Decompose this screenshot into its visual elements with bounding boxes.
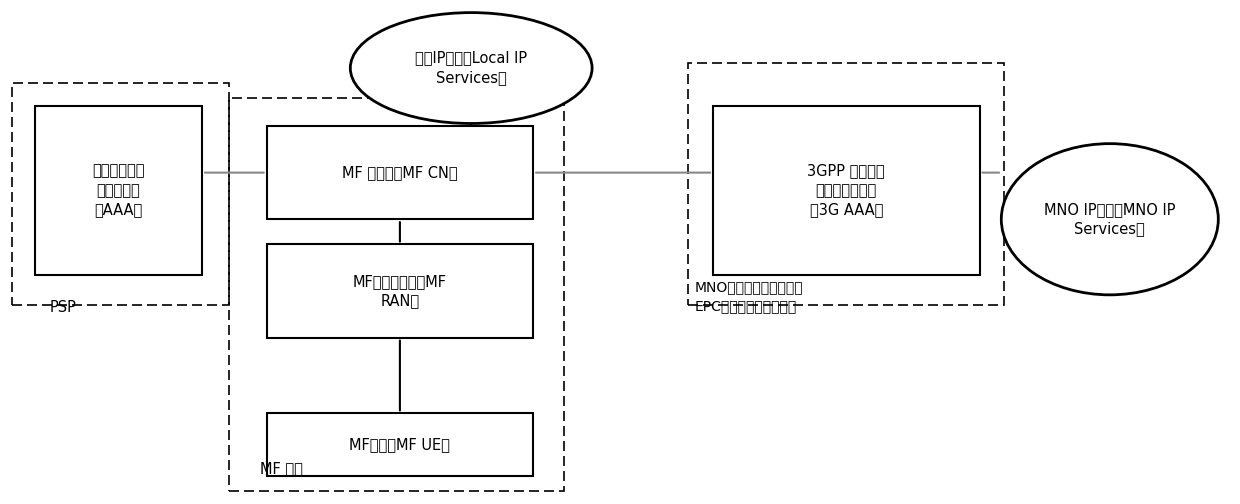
Ellipse shape: [350, 13, 593, 123]
Text: 本地IP服务（Local IP
Services）: 本地IP服务（Local IP Services）: [415, 50, 527, 86]
Text: MF 核心网（MF CN）: MF 核心网（MF CN）: [342, 165, 458, 180]
Text: MF终端（MF UE）: MF终端（MF UE）: [350, 437, 450, 452]
Text: MNO（基础移动运营商）
EPC（演进分组核心网）: MNO（基础移动运营商） EPC（演进分组核心网）: [694, 280, 804, 313]
Bar: [688, 63, 1004, 305]
Bar: [267, 126, 533, 219]
Text: MF 网络: MF 网络: [260, 461, 304, 476]
Text: MNO IP服务（MNO IP
Services）: MNO IP服务（MNO IP Services）: [1044, 202, 1176, 237]
Bar: [267, 244, 533, 338]
Text: PSP: PSP: [50, 300, 77, 315]
Text: 3GPP 鉴别、授
权、计费服务器
（3G AAA）: 3GPP 鉴别、授 权、计费服务器 （3G AAA）: [807, 163, 885, 218]
Bar: [267, 413, 533, 476]
Bar: [12, 83, 229, 305]
Text: 鉴别、授权、
计费服务器
（AAA）: 鉴别、授权、 计费服务器 （AAA）: [92, 163, 145, 218]
Bar: [713, 106, 980, 275]
Ellipse shape: [1002, 144, 1218, 295]
Bar: [35, 106, 202, 275]
Text: MF无线接入网（MF
RAN）: MF无线接入网（MF RAN）: [353, 274, 446, 308]
Bar: [229, 98, 564, 491]
